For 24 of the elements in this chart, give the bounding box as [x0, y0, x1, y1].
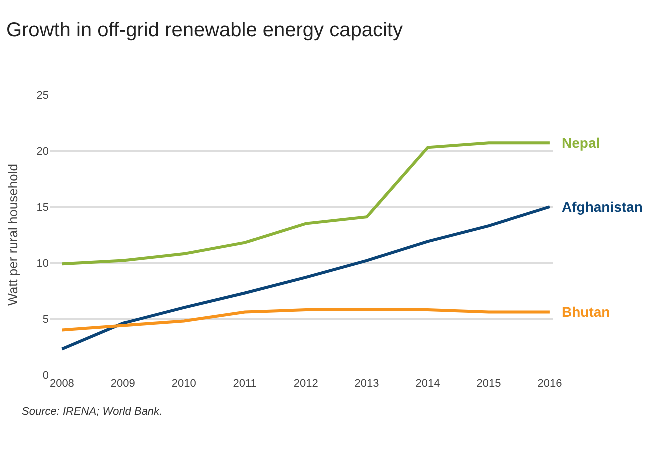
line-series [60, 142, 552, 266]
source-note: Source: IRENA; World Bank. [22, 406, 163, 418]
y-tick-label: 0 [42, 370, 49, 382]
series-label: Afghanistan [562, 199, 643, 215]
y-tick-label: 20 [36, 146, 49, 158]
series-label: Bhutan [562, 304, 610, 320]
chart-title: Growth in off-grid renewable energy capacity [6, 20, 403, 42]
y-tick-label: 10 [36, 258, 49, 270]
x-tick-label: 2008 [50, 378, 74, 390]
y-tick-label: 25 [36, 90, 49, 102]
x-tick-label: 2016 [538, 378, 562, 390]
x-tick-label: 2015 [476, 378, 502, 390]
x-tick-label: 2012 [294, 378, 318, 390]
line-series [60, 308, 552, 332]
x-tick-label: 2011 [233, 378, 257, 390]
x-tick-label: 2010 [172, 378, 196, 390]
series-label: Nepal [562, 135, 600, 151]
x-tick-label: 2014 [416, 378, 440, 390]
x-tick-label: 2009 [110, 378, 136, 390]
line-series [60, 206, 552, 351]
y-tick-label: 15 [36, 202, 49, 214]
x-tick-label: 2013 [354, 378, 380, 390]
y-tick-label: 5 [42, 314, 49, 326]
y-axis-title: Watt per rural household [6, 164, 21, 306]
